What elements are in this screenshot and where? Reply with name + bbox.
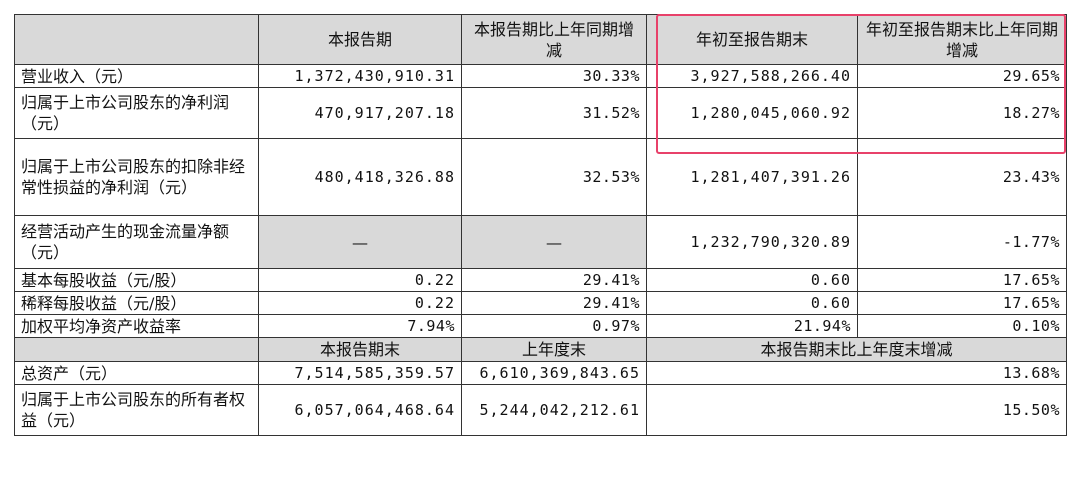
header-row: 本报告期 本报告期比上年同期增减 年初至报告期末 年初至报告期末比上年同期增减 — [14, 14, 1067, 65]
row-label: 加权平均净资产收益率 — [14, 314, 259, 338]
cell-current-period: 470,917,207.18 — [258, 87, 462, 139]
table-row: 总资产（元） 7,514,585,359.57 6,610,369,843.65… — [14, 361, 1067, 385]
cell-current-period: 0.22 — [258, 268, 462, 292]
table-row: 加权平均净资产收益率 7.94% 0.97% 21.94% 0.10% — [14, 314, 1067, 338]
cell-ytd-change: 23.43% — [857, 138, 1067, 216]
table-row: 归属于上市公司股东的净利润（元） 470,917,207.18 31.52% 1… — [14, 87, 1067, 139]
header-period-end: 本报告期末 — [258, 337, 462, 362]
row-label: 稀释每股收益（元/股） — [14, 291, 259, 315]
cell-ytd: 3,927,588,266.40 — [646, 64, 858, 88]
cell-ytd: 1,280,045,060.92 — [646, 87, 858, 139]
cell-current-change: 31.52% — [461, 87, 647, 139]
table-row: 归属于上市公司股东的所有者权益（元） 6,057,064,468.64 5,24… — [14, 384, 1067, 436]
cell-ytd-change: 17.65% — [857, 291, 1067, 315]
cell-last-year-end: 6,610,369,843.65 — [461, 361, 647, 385]
cell-current-period: 7.94% — [258, 314, 462, 338]
row-label: 营业收入（元） — [14, 64, 259, 88]
cell-ytd: 21.94% — [646, 314, 858, 338]
cell-period-end: 7,514,585,359.57 — [258, 361, 462, 385]
cell-current-change: 30.33% — [461, 64, 647, 88]
table-row: 营业收入（元） 1,372,430,910.31 30.33% 3,927,58… — [14, 64, 1067, 88]
cell-change: 13.68% — [646, 361, 1067, 385]
cell-current-period: 1,372,430,910.31 — [258, 64, 462, 88]
cell-ytd-change: 29.65% — [857, 64, 1067, 88]
header-current-vs-last-year: 本报告期比上年同期增减 — [461, 14, 647, 65]
header-ytd-vs-last-year: 年初至报告期末比上年同期增减 — [857, 14, 1067, 65]
table-row: 基本每股收益（元/股） 0.22 29.41% 0.60 17.65% — [14, 268, 1067, 292]
cell-current-change: 29.41% — [461, 291, 647, 315]
cell-change: 15.50% — [646, 384, 1067, 436]
cell-ytd: 0.60 — [646, 268, 858, 292]
header-ytd: 年初至报告期末 — [646, 14, 858, 65]
financial-summary-table: 本报告期 本报告期比上年同期增减 年初至报告期末 年初至报告期末比上年同期增减 … — [14, 14, 1067, 436]
cell-ytd-change: 17.65% — [857, 268, 1067, 292]
row-label: 总资产（元） — [14, 361, 259, 385]
cell-last-year-end: 5,244,042,212.61 — [461, 384, 647, 436]
table-row: 稀释每股收益（元/股） 0.22 29.41% 0.60 17.65% — [14, 291, 1067, 315]
cell-ytd-change: 0.10% — [857, 314, 1067, 338]
cell-current-change: 32.53% — [461, 138, 647, 216]
header-last-year-end: 上年度末 — [461, 337, 647, 362]
row-label: 基本每股收益（元/股） — [14, 268, 259, 292]
row-label: 经营活动产生的现金流量净额（元） — [14, 215, 259, 269]
table-row: 归属于上市公司股东的扣除非经常性损益的净利润（元） 480,418,326.88… — [14, 138, 1067, 216]
cell-ytd: 1,281,407,391.26 — [646, 138, 858, 216]
row-label: 归属于上市公司股东的净利润（元） — [14, 87, 259, 139]
cell-period-end: 6,057,064,468.64 — [258, 384, 462, 436]
cell-ytd-change: 18.27% — [857, 87, 1067, 139]
cell-current-period-na: — — [258, 215, 462, 269]
row-label: 归属于上市公司股东的扣除非经常性损益的净利润（元） — [14, 138, 259, 216]
cell-ytd: 0.60 — [646, 291, 858, 315]
cell-current-change: 29.41% — [461, 268, 647, 292]
header-blank — [14, 14, 259, 65]
header-current-period: 本报告期 — [258, 14, 462, 65]
row-label: 归属于上市公司股东的所有者权益（元） — [14, 384, 259, 436]
cell-current-change-na: — — [461, 215, 647, 269]
cell-current-period: 0.22 — [258, 291, 462, 315]
header-change-vs-last-year-end: 本报告期末比上年度末增减 — [646, 337, 1067, 362]
cell-current-period: 480,418,326.88 — [258, 138, 462, 216]
balance-header-row: 本报告期末 上年度末 本报告期末比上年度末增减 — [14, 337, 1067, 362]
cell-ytd-change: -1.77% — [857, 215, 1067, 269]
cell-ytd: 1,232,790,320.89 — [646, 215, 858, 269]
balance-header-blank — [14, 337, 259, 362]
cell-current-change: 0.97% — [461, 314, 647, 338]
table-row: 经营活动产生的现金流量净额（元） — — 1,232,790,320.89 -1… — [14, 215, 1067, 269]
